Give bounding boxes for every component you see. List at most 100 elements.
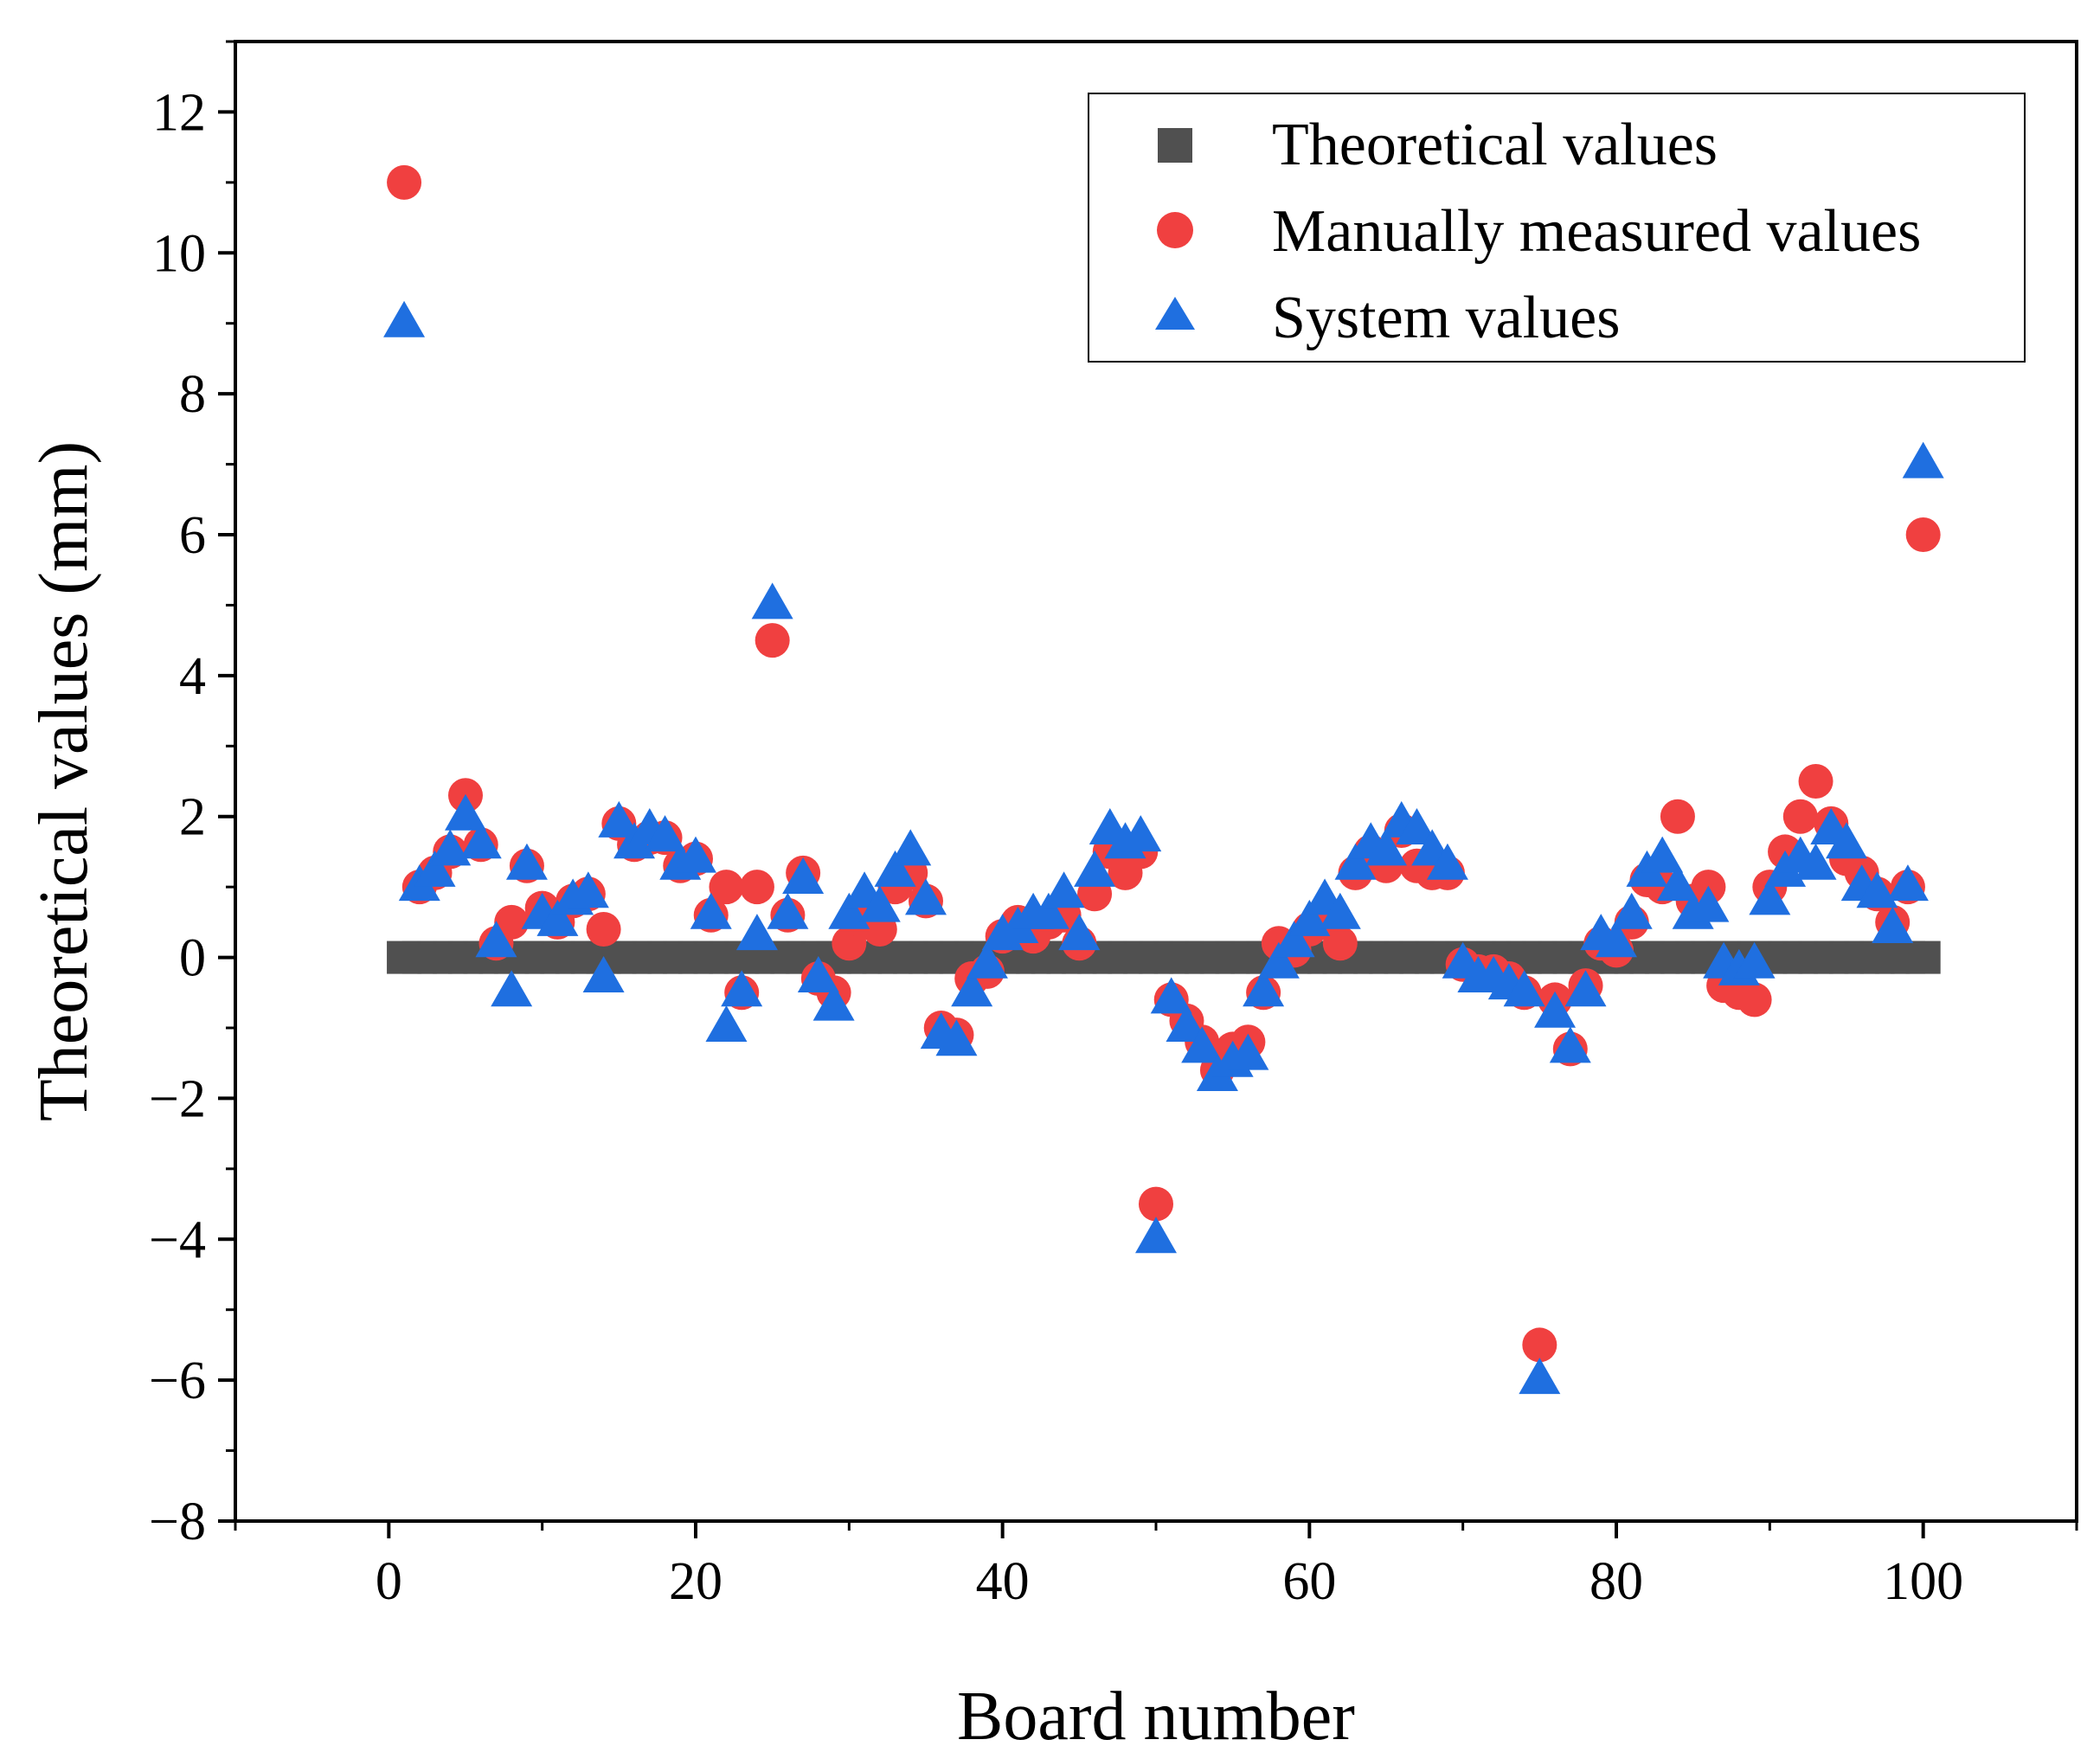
system-point <box>1886 864 1929 902</box>
legend-marker-theoretical <box>1158 128 1192 163</box>
system-point <box>1120 815 1162 852</box>
manual-point <box>1660 799 1695 834</box>
system-point <box>1058 914 1101 951</box>
system-point <box>721 970 763 1007</box>
system-point <box>1396 808 1438 844</box>
system-point <box>1519 1358 1561 1395</box>
manual-point <box>1139 1186 1173 1222</box>
manual-point <box>1798 764 1833 799</box>
theoretical-point <box>1905 940 1941 974</box>
system-point <box>705 1005 748 1042</box>
system-point <box>951 970 993 1007</box>
system-point <box>966 941 1008 979</box>
data-marks <box>383 164 1944 1395</box>
x-tick-label: 20 <box>669 1552 722 1611</box>
system-point <box>598 800 640 838</box>
x-axis-title: Board number <box>957 1679 1355 1755</box>
system-point <box>1596 921 1637 958</box>
system-point <box>1749 878 1791 915</box>
system-point <box>735 914 778 951</box>
system-point <box>812 984 855 1021</box>
system-point <box>1135 1217 1177 1254</box>
y-tick-label: 12 <box>152 83 206 142</box>
system-point <box>935 1019 978 1056</box>
system-point <box>1074 850 1116 887</box>
system-point <box>1426 843 1468 880</box>
legend-label-manual: Manually measured values <box>1272 198 1921 265</box>
system-point <box>874 850 916 887</box>
system-point <box>1902 441 1944 478</box>
system-point <box>1288 899 1331 936</box>
y-tick-label: 6 <box>179 506 206 565</box>
system-point <box>1319 892 1361 929</box>
manual-point <box>494 904 530 940</box>
system-point <box>1043 871 1085 908</box>
system-point <box>797 956 839 992</box>
system-point <box>1549 1026 1591 1063</box>
x-tick-label: 60 <box>1282 1552 1336 1611</box>
system-point <box>491 970 533 1007</box>
y-tick-label: −8 <box>149 1493 206 1551</box>
system-point <box>445 793 486 831</box>
system-point <box>1826 822 1867 859</box>
system-point <box>767 892 809 929</box>
system-point <box>429 829 472 866</box>
system-point <box>1872 907 1914 943</box>
axis-ticks <box>218 40 2078 1538</box>
system-point <box>1027 892 1069 929</box>
system-point <box>1257 941 1300 979</box>
x-tick-label: 100 <box>1883 1552 1963 1611</box>
y-tick-label: −2 <box>149 1069 206 1128</box>
manual-point <box>586 912 621 947</box>
y-tick-label: 2 <box>179 788 206 847</box>
manual-point <box>387 164 422 200</box>
system-point <box>459 822 502 859</box>
system-point <box>1534 991 1577 1028</box>
manual-point <box>1322 926 1358 961</box>
y-tick-label: 10 <box>152 224 206 283</box>
system-point <box>751 582 793 620</box>
system-point <box>1856 871 1898 908</box>
system-point <box>644 815 686 852</box>
system-point <box>1564 970 1607 1007</box>
system-point <box>1273 921 1315 958</box>
legend-marker-system <box>1155 297 1195 330</box>
system-point <box>828 892 870 929</box>
system-point <box>536 899 579 936</box>
manual-point <box>1782 799 1818 834</box>
manual-point <box>755 623 790 658</box>
legend: Theoretical values Manually measured val… <box>1088 93 2026 363</box>
system-point <box>567 871 609 908</box>
manual-point <box>1905 517 1941 552</box>
x-tick-label: 0 <box>376 1552 402 1611</box>
system-point <box>1334 843 1377 880</box>
system-point <box>1795 843 1837 880</box>
system-point <box>858 885 901 922</box>
system-point <box>1656 864 1699 902</box>
legend-marker-manual <box>1157 212 1193 248</box>
manual-point <box>709 870 744 905</box>
system-point <box>414 850 456 887</box>
system-point <box>905 878 947 915</box>
system-point <box>1243 970 1285 1007</box>
system-point <box>675 836 716 873</box>
y-tick-label: −4 <box>149 1210 206 1269</box>
y-tick-label: 8 <box>179 365 206 424</box>
axis-tick-labels: 0 20 40 60 80 100 −8 −6 −4 −2 0 2 4 6 8 10 12 <box>149 83 1963 1611</box>
system-point <box>782 857 825 894</box>
system-point <box>1733 941 1776 979</box>
x-tick-label: 80 <box>1589 1552 1643 1611</box>
manual-point <box>1522 1327 1557 1363</box>
y-tick-label: 4 <box>179 647 206 706</box>
manual-point <box>1737 982 1772 1018</box>
system-point <box>1641 836 1684 873</box>
system-point <box>1150 977 1192 1014</box>
system-point <box>582 956 625 992</box>
system-point <box>475 921 517 958</box>
system-point <box>505 843 548 880</box>
y-tick-label: 0 <box>179 929 206 988</box>
system-point <box>690 892 732 929</box>
legend-label-theoretical: Theoretical values <box>1272 112 1718 178</box>
system-point <box>383 300 426 337</box>
